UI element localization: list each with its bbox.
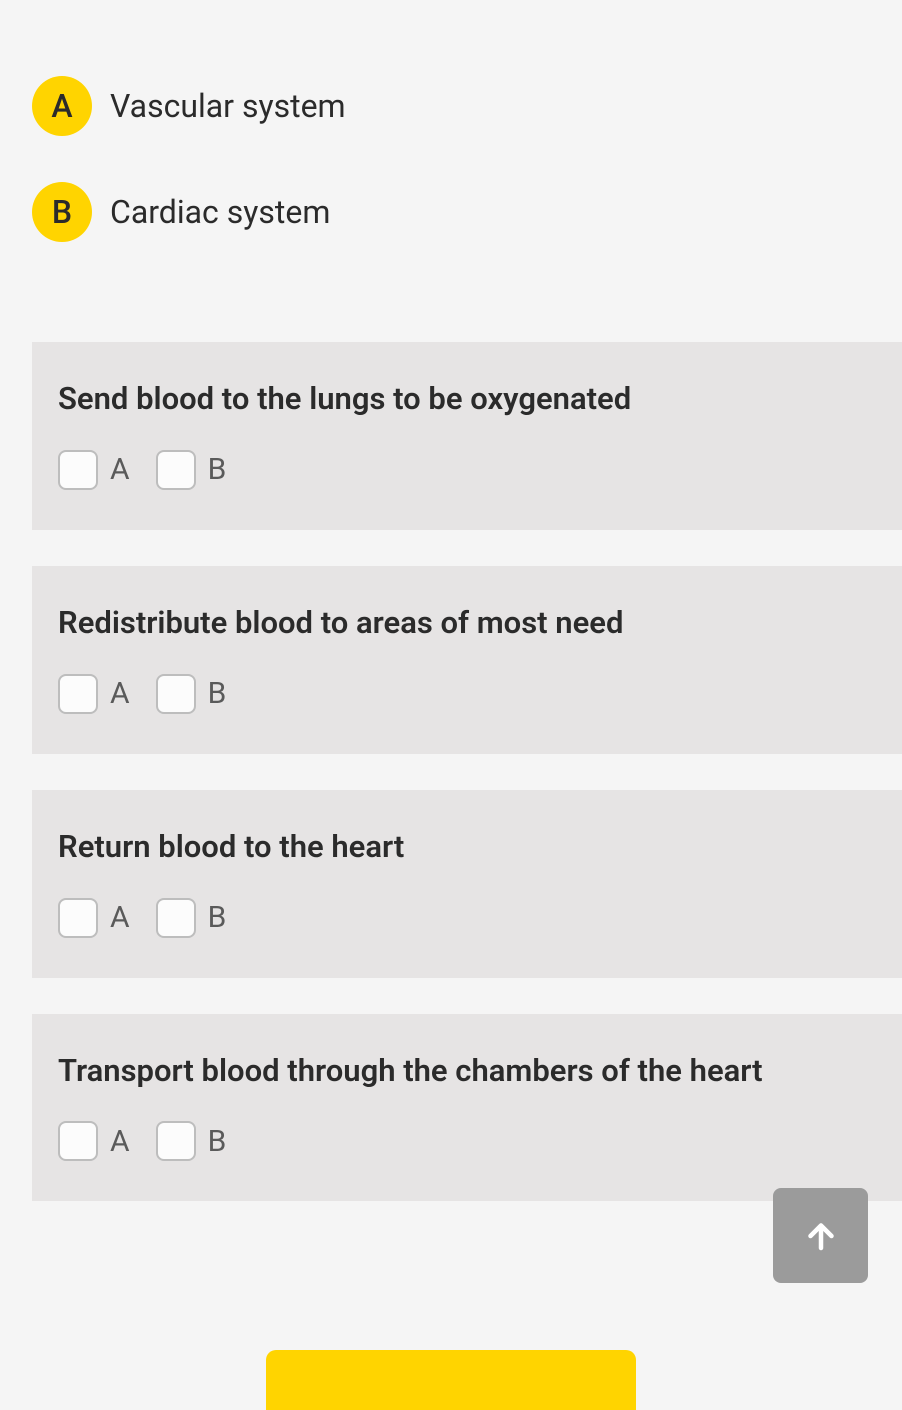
question-card: Send blood to the lungs to be oxygenated… [32, 342, 902, 530]
option-a[interactable]: A [58, 1121, 130, 1161]
question-text: Transport blood through the chambers of … [58, 1050, 876, 1092]
legend-item-a: A Vascular system [32, 76, 902, 136]
option-label: A [110, 900, 130, 935]
question-text: Redistribute blood to areas of most need [58, 602, 876, 644]
option-b[interactable]: B [156, 674, 227, 714]
question-text: Send blood to the lungs to be oxygenated [58, 378, 876, 420]
option-label: B [208, 676, 227, 711]
checkbox[interactable] [58, 674, 98, 714]
option-label: A [110, 676, 130, 711]
quiz-container: A Vascular system B Cardiac system Send … [0, 0, 902, 1201]
option-a[interactable]: A [58, 450, 130, 490]
legend-item-b: B Cardiac system [32, 182, 902, 242]
option-b[interactable]: B [156, 898, 227, 938]
question-text: Return blood to the heart [58, 826, 876, 868]
option-label: B [208, 900, 227, 935]
checkbox[interactable] [156, 898, 196, 938]
legend-badge: A [32, 76, 92, 136]
footer-action-button[interactable] [266, 1350, 636, 1410]
arrow-up-icon [803, 1218, 839, 1254]
options-row: A B [58, 1121, 876, 1161]
option-label: A [110, 452, 130, 487]
option-label: B [208, 1124, 227, 1159]
checkbox[interactable] [58, 1121, 98, 1161]
legend-badge: B [32, 182, 92, 242]
options-row: A B [58, 898, 876, 938]
checkbox[interactable] [156, 450, 196, 490]
option-label: B [208, 452, 227, 487]
scroll-to-top-button[interactable] [773, 1188, 868, 1283]
legend: A Vascular system B Cardiac system [32, 76, 902, 242]
option-label: A [110, 1124, 130, 1159]
checkbox[interactable] [58, 450, 98, 490]
option-b[interactable]: B [156, 1121, 227, 1161]
question-card: Return blood to the heart A B [32, 790, 902, 978]
question-card: Redistribute blood to areas of most need… [32, 566, 902, 754]
legend-label: Vascular system [110, 87, 346, 125]
option-b[interactable]: B [156, 450, 227, 490]
checkbox[interactable] [156, 1121, 196, 1161]
option-a[interactable]: A [58, 898, 130, 938]
question-card: Transport blood through the chambers of … [32, 1014, 902, 1202]
checkbox[interactable] [58, 898, 98, 938]
legend-label: Cardiac system [110, 193, 330, 231]
checkbox[interactable] [156, 674, 196, 714]
option-a[interactable]: A [58, 674, 130, 714]
options-row: A B [58, 450, 876, 490]
options-row: A B [58, 674, 876, 714]
